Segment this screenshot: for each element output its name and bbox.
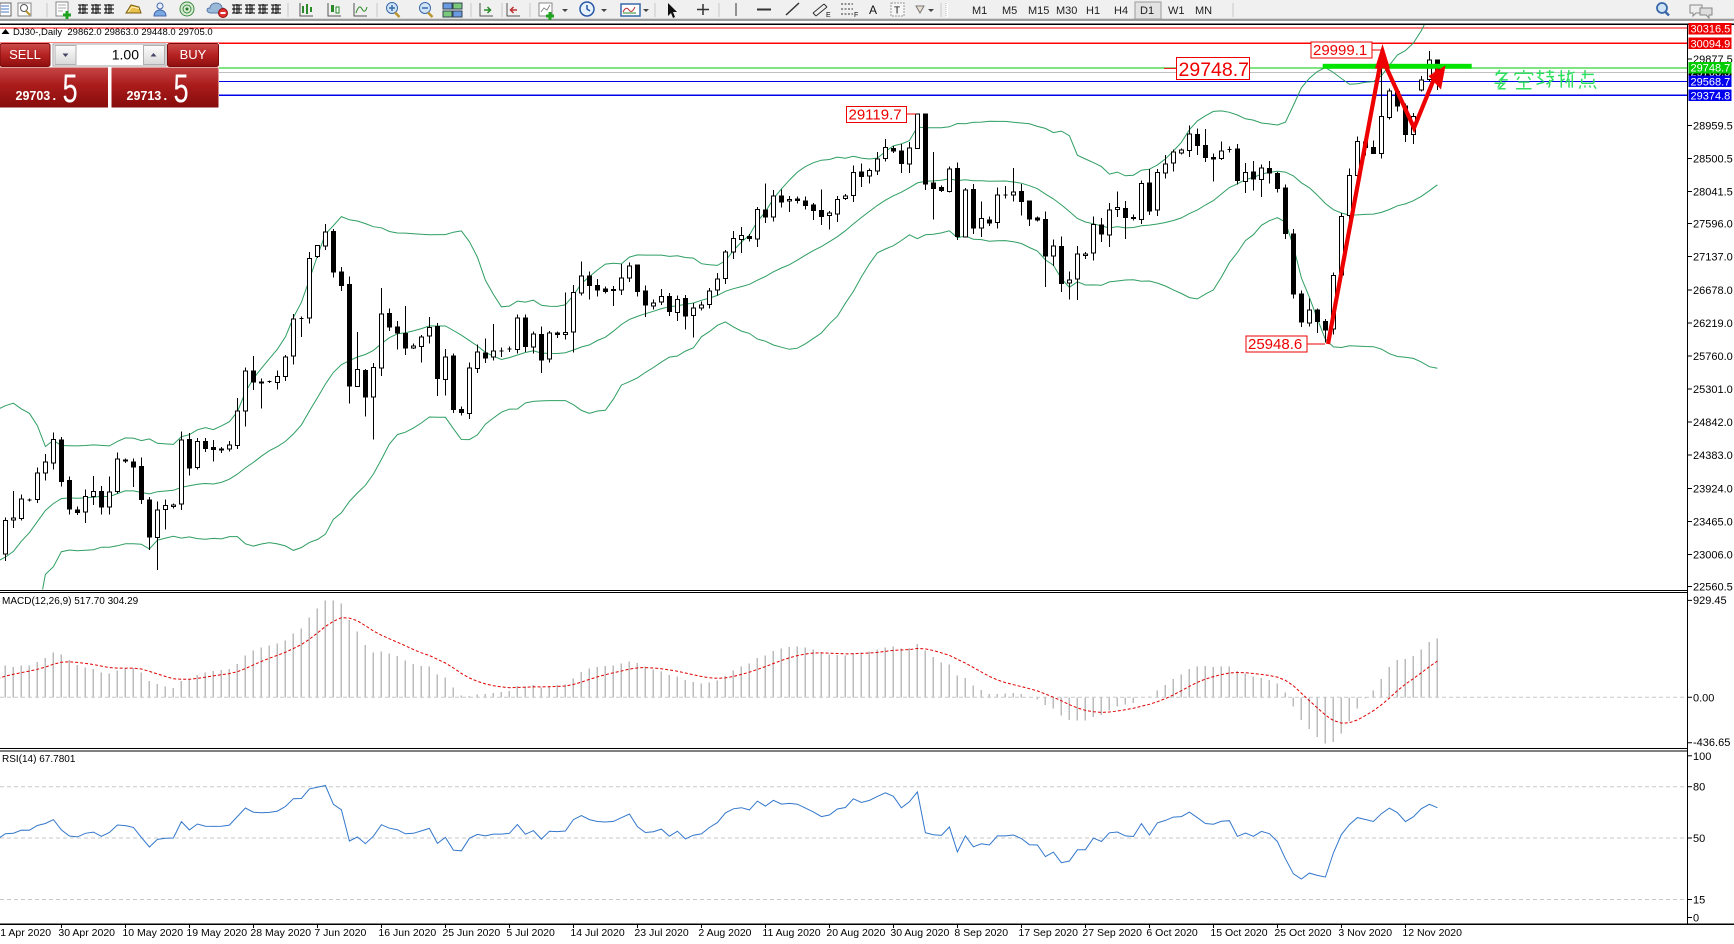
svg-text:0: 0 (1693, 913, 1699, 925)
svg-text:2 Aug 2020: 2 Aug 2020 (698, 927, 751, 939)
svg-text:T: T (894, 6, 900, 17)
svg-text:29748.7: 29748.7 (1691, 63, 1731, 75)
svg-text:25 Jun 2020: 25 Jun 2020 (442, 927, 500, 939)
svg-text:25948.6: 25948.6 (1248, 336, 1302, 353)
svg-text:26678.0: 26678.0 (1693, 285, 1733, 297)
svg-text:3 Nov 2020: 3 Nov 2020 (1338, 927, 1392, 939)
svg-text:25760.0: 25760.0 (1693, 351, 1733, 363)
svg-text:21 Apr 2020: 21 Apr 2020 (0, 927, 51, 939)
svg-text:100: 100 (1693, 751, 1711, 763)
svg-text:30094.9: 30094.9 (1691, 38, 1731, 50)
svg-text:28041.5: 28041.5 (1693, 187, 1733, 199)
svg-text:29999.1: 29999.1 (1313, 42, 1367, 59)
svg-text:23465.0: 23465.0 (1693, 516, 1733, 528)
svg-text:8 Sep 2020: 8 Sep 2020 (954, 927, 1008, 939)
svg-text:11 Aug 2020: 11 Aug 2020 (762, 927, 820, 939)
svg-text:M30: M30 (1056, 5, 1077, 17)
svg-text:23924.0: 23924.0 (1693, 483, 1733, 495)
svg-text:30 Apr 2020: 30 Apr 2020 (58, 927, 115, 939)
svg-text:29703: 29703 (16, 89, 51, 103)
svg-text:30316.5: 30316.5 (1691, 24, 1731, 36)
svg-text:D1: D1 (1140, 5, 1154, 17)
svg-text:24842.0: 24842.0 (1693, 417, 1733, 429)
svg-text:M5: M5 (1002, 5, 1017, 17)
svg-text:M15: M15 (1028, 5, 1049, 17)
svg-text:29568.7: 29568.7 (1691, 76, 1731, 88)
svg-text:F: F (854, 12, 858, 19)
svg-text:22560.5: 22560.5 (1693, 582, 1733, 594)
svg-text:27596.0: 27596.0 (1693, 219, 1733, 231)
svg-text:A: A (869, 3, 877, 17)
svg-text:H4: H4 (1114, 5, 1128, 17)
svg-text:E: E (826, 12, 831, 19)
svg-text:MACD(12,26,9) 517.70 304.29: MACD(12,26,9) 517.70 304.29 (2, 596, 139, 607)
svg-text:7 Jun 2020: 7 Jun 2020 (314, 927, 366, 939)
svg-text:23006.0: 23006.0 (1693, 550, 1733, 562)
svg-text:10 May 2020: 10 May 2020 (122, 927, 183, 939)
svg-text:25 Oct 2020: 25 Oct 2020 (1274, 927, 1331, 939)
svg-text:.: . (164, 88, 168, 103)
svg-text:29748.7: 29748.7 (1179, 59, 1250, 81)
svg-text:MN: MN (1195, 5, 1212, 17)
svg-text:15: 15 (1693, 895, 1705, 907)
svg-text:24383.0: 24383.0 (1693, 450, 1733, 462)
svg-text:20 Aug 2020: 20 Aug 2020 (826, 927, 885, 939)
svg-text:929.45: 929.45 (1693, 595, 1727, 607)
svg-text:DJ30-,Daily 29862.0 29863.0 2: DJ30-,Daily 29862.0 29863.0 29448.0 2970… (13, 27, 213, 38)
svg-text:5 Jul 2020: 5 Jul 2020 (506, 927, 555, 939)
svg-text:SELL: SELL (9, 47, 41, 62)
svg-text:BUY: BUY (180, 47, 207, 62)
svg-text:0.00: 0.00 (1693, 692, 1714, 704)
svg-text:26219.0: 26219.0 (1693, 318, 1733, 330)
svg-text:5: 5 (63, 67, 78, 111)
svg-text:5: 5 (174, 67, 189, 111)
svg-text:RSI(14) 67.7801: RSI(14) 67.7801 (2, 754, 76, 765)
svg-text:W1: W1 (1168, 5, 1185, 17)
svg-text:27 Sep 2020: 27 Sep 2020 (1082, 927, 1142, 939)
svg-text:28500.5: 28500.5 (1693, 153, 1733, 165)
svg-text:12 Nov 2020: 12 Nov 2020 (1402, 927, 1462, 939)
svg-text:25301.0: 25301.0 (1693, 384, 1733, 396)
svg-text:H1: H1 (1086, 5, 1100, 17)
svg-text:28 May 2020: 28 May 2020 (250, 927, 311, 939)
svg-text:27137.0: 27137.0 (1693, 252, 1733, 264)
svg-text:6 Oct 2020: 6 Oct 2020 (1146, 927, 1198, 939)
svg-text:28959.5: 28959.5 (1693, 120, 1733, 132)
svg-text:-436.65: -436.65 (1693, 737, 1730, 749)
svg-text:15 Oct 2020: 15 Oct 2020 (1210, 927, 1267, 939)
svg-text:29713: 29713 (127, 89, 162, 103)
svg-text:1.00: 1.00 (112, 47, 139, 63)
svg-text:14 Jul 2020: 14 Jul 2020 (570, 927, 624, 939)
svg-text:.: . (53, 88, 57, 103)
svg-text:29374.8: 29374.8 (1691, 90, 1731, 102)
svg-text:30 Aug 2020: 30 Aug 2020 (890, 927, 949, 939)
svg-text:19 May 2020: 19 May 2020 (186, 927, 247, 939)
svg-text:50: 50 (1693, 833, 1705, 845)
svg-text:16 Jun 2020: 16 Jun 2020 (378, 927, 436, 939)
svg-text:M1: M1 (972, 5, 987, 17)
svg-text:29119.7: 29119.7 (849, 107, 902, 124)
svg-text:17 Sep 2020: 17 Sep 2020 (1018, 927, 1078, 939)
svg-text:23 Jul 2020: 23 Jul 2020 (634, 927, 688, 939)
svg-text:80: 80 (1693, 782, 1705, 794)
